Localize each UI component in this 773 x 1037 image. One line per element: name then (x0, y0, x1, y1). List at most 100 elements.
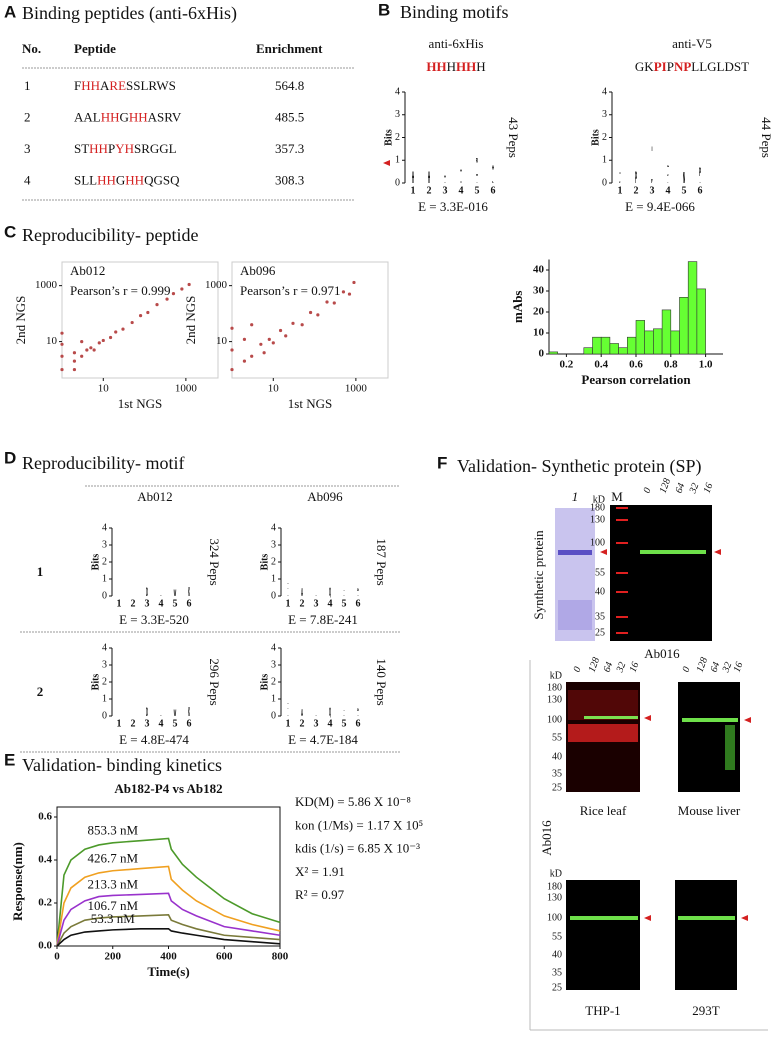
logo-letter: H (492, 164, 495, 170)
marker-label: 25 (552, 982, 562, 993)
logo-letter: I (651, 146, 652, 154)
y-axis-label: 2nd NGS (183, 296, 198, 345)
y-tick-label: 4 (602, 86, 607, 97)
plot-frame (61, 261, 219, 379)
text-segment: G (120, 109, 129, 124)
kd-label: kD (593, 494, 605, 505)
x-tick-label: 5 (342, 718, 347, 729)
y-tick-label: 1 (395, 155, 400, 166)
text-segment: SRGGL (134, 141, 177, 156)
logo-letter: F (619, 182, 621, 184)
blot-smear (725, 725, 735, 770)
point (291, 321, 295, 325)
point (114, 330, 118, 334)
point (60, 367, 64, 372)
logo-letter: A (301, 706, 303, 718)
marker-label: 180 (590, 502, 605, 513)
column-header: Ab096 (307, 489, 343, 504)
logo-letter: A (301, 586, 303, 598)
axis-label: Bits (383, 129, 394, 146)
point (242, 337, 247, 341)
y-tick-label: 4 (102, 642, 107, 653)
fit-parameter: R² = 0.97 (295, 887, 345, 902)
x-tick-label: 10 (268, 383, 280, 395)
text-segment: YH (115, 141, 134, 156)
lane-label: 32 (687, 482, 701, 496)
point (97, 341, 101, 345)
logo-letter: L (492, 180, 494, 184)
text-segment: SSLRWS (126, 78, 176, 93)
marker-label: 180 (547, 682, 562, 693)
marker-label: 55 (552, 931, 562, 942)
logo-letter: T (287, 709, 290, 710)
y-tick-label: 10 (533, 327, 545, 339)
y-tick-label: 2 (271, 556, 276, 567)
bar (583, 347, 593, 355)
x-tick-label: 2 (427, 185, 432, 196)
logo-letter: Q (329, 585, 331, 599)
logo-letter: P (635, 168, 637, 188)
y-tick-label: 4 (102, 522, 107, 533)
point (347, 292, 352, 296)
point (271, 341, 275, 345)
text-segment: P (108, 141, 115, 156)
x-tick-label: 5 (173, 718, 178, 729)
panel-label: D (4, 448, 16, 467)
logo-letter: H (476, 173, 478, 177)
text-segment: HH (456, 59, 476, 74)
y-tick-label: 4 (271, 522, 276, 533)
axis-label: Bits (90, 674, 101, 691)
peps-label: 324 Peps (207, 538, 222, 585)
x-tick-label: 2 (300, 718, 305, 729)
y-tick-label: 0 (271, 710, 276, 721)
x-tick-label: 5 (173, 598, 178, 609)
point (300, 323, 304, 327)
y-tick-label: 3 (271, 539, 276, 550)
lane-label: 16 (702, 482, 716, 495)
lane-label: 16 (732, 661, 746, 674)
y-tick-label: 1 (102, 693, 107, 704)
series-label: 426.7 nM (87, 851, 138, 866)
logo-letter: T (287, 589, 290, 590)
logo-letter: D (146, 705, 148, 719)
point (80, 339, 84, 344)
logo-letter: S (444, 183, 447, 184)
axis-label: Bits (259, 674, 270, 691)
point (130, 320, 134, 325)
y-tick-label: 0 (539, 348, 545, 360)
panel-label: B (378, 0, 390, 19)
bar (600, 336, 611, 355)
x-tick-label: 1 (117, 718, 122, 729)
table-cell: 4 (24, 172, 31, 187)
lane-label: 16 (628, 661, 642, 674)
y-tick-label: 0 (102, 590, 107, 601)
blot-smear (568, 690, 638, 720)
y-tick-label: 4 (271, 642, 276, 653)
text-segment: GK (635, 59, 654, 74)
table-cell: 485.5 (275, 109, 304, 124)
axis-label: Bits (259, 554, 270, 571)
lane-label: 128 (695, 656, 710, 674)
text-segment: ASRV (148, 109, 182, 124)
sample-label: 293T (692, 1003, 720, 1018)
logo-letter: G (699, 182, 702, 184)
point (250, 323, 254, 327)
blot-band (640, 550, 706, 554)
x-tick-label: 3 (145, 598, 150, 609)
blot-band (584, 716, 638, 719)
table-header: Enrichment (256, 41, 323, 56)
arrow (383, 160, 390, 166)
kd-label: kD (550, 868, 562, 879)
logo-letter: S (287, 595, 290, 596)
lane-label: 0 (681, 665, 693, 673)
blot-image (675, 880, 737, 990)
y-tick-label: 3 (102, 659, 107, 670)
x-tick-label: 1000 (175, 383, 198, 395)
x-tick-label: 6 (356, 718, 361, 729)
text-segment: HH (125, 172, 144, 187)
table-cell: 357.3 (275, 141, 304, 156)
text-segment: HH (81, 78, 100, 93)
y-tick-label: 3 (102, 539, 107, 550)
point (72, 359, 77, 363)
